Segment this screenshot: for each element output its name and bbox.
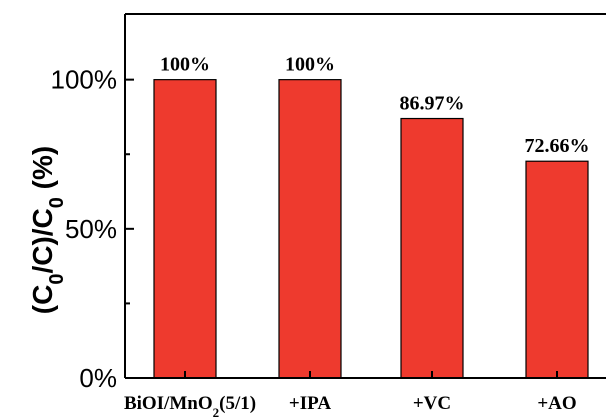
bar-3 xyxy=(525,160,589,379)
data-label-2: 86.97% xyxy=(400,93,465,115)
labels-group: 100% 100% 86.97% 72.66% 0% 50% 100% BiOI/MnO2(5… xyxy=(51,54,590,417)
y-axis-label: (C0/C)/C0 (%) xyxy=(27,146,68,314)
data-label-1: 100% xyxy=(285,54,335,76)
bars-group xyxy=(153,79,589,379)
x-tick-label-3: +AO xyxy=(537,393,576,414)
x-tick-label-0: BiOI/MnO2(5/1) xyxy=(124,393,256,417)
y-tick-label-0: 0% xyxy=(79,363,117,393)
bar-1 xyxy=(278,79,342,379)
data-label-3: 72.66% xyxy=(525,135,590,157)
bar-2 xyxy=(400,117,464,379)
y-tick-label-1: 50% xyxy=(65,214,117,244)
bar-0 xyxy=(153,79,217,379)
y-tick-label-2: 100% xyxy=(51,65,118,95)
axes-group xyxy=(124,13,606,379)
x-tick-label-2: +VC xyxy=(413,393,451,414)
x-tick-label-1: +IPA xyxy=(289,393,331,414)
data-label-0: 100% xyxy=(160,54,210,76)
